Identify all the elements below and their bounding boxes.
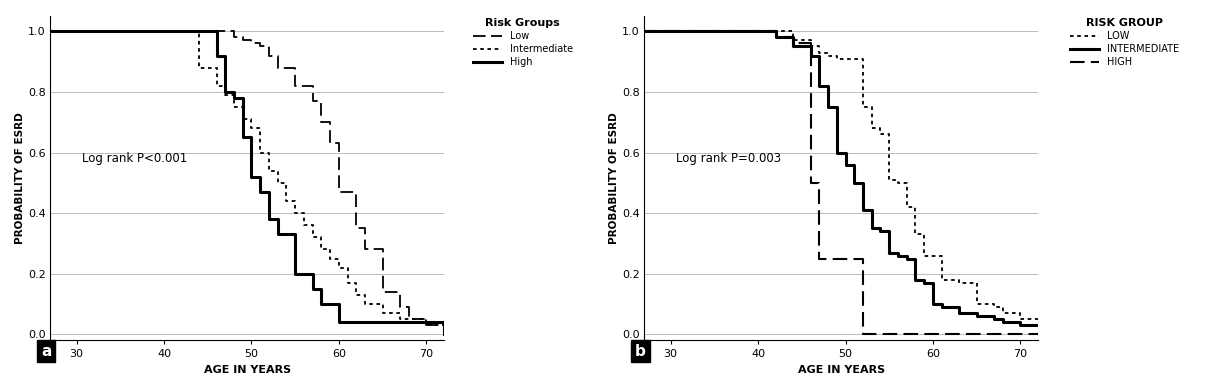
Text: b: b — [635, 344, 646, 359]
X-axis label: AGE IN YEARS: AGE IN YEARS — [203, 365, 290, 375]
Legend: Low, Intermediate, High: Low, Intermediate, High — [468, 14, 577, 71]
X-axis label: AGE IN YEARS: AGE IN YEARS — [797, 365, 885, 375]
Y-axis label: PROBABILITY OF ESRD: PROBABILITY OF ESRD — [609, 112, 620, 244]
Y-axis label: PROBABILITY OF ESRD: PROBABILITY OF ESRD — [15, 112, 25, 244]
Legend: LOW, INTERMEDIATE, HIGH: LOW, INTERMEDIATE, HIGH — [1066, 14, 1182, 71]
Text: Log rank P<0.001: Log rank P<0.001 — [82, 152, 188, 165]
Text: Log rank P=0.003: Log rank P=0.003 — [676, 152, 780, 165]
Text: a: a — [41, 344, 52, 359]
